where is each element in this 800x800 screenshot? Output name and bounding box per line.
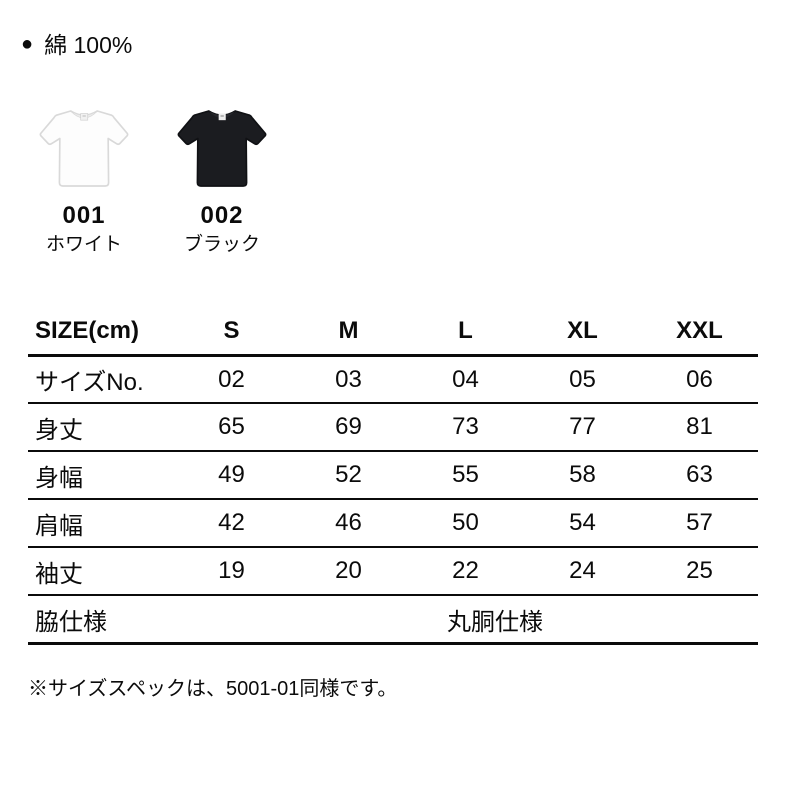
cell-value: 19 — [173, 547, 290, 597]
cell-value: 02 — [173, 355, 290, 405]
row-label: サイズNo. — [28, 355, 173, 405]
table-row-side-spec: 脇仕様 丸胴仕様 — [28, 595, 758, 645]
cell-value: 25 — [641, 547, 758, 597]
size-note: ※サイズスペックは、5001-01同様です。 — [28, 677, 398, 700]
table-row-sleeve-length: 袖丈 19 20 22 24 25 — [28, 547, 758, 597]
color-name: ホワイト — [45, 233, 122, 255]
color-code: 001 — [62, 202, 106, 229]
size-col-header-xxl: XXL — [641, 307, 758, 357]
cell-value: 42 — [173, 499, 290, 549]
table-row-size-no: サイズNo. 02 03 04 05 06 — [28, 355, 758, 405]
color-variant-white: 001 ホワイト — [24, 96, 144, 255]
cell-value: 20 — [290, 547, 407, 597]
material-note: ● 綿 100% — [21, 26, 800, 60]
cell-value: 04 — [407, 355, 524, 405]
tshirt-white-image — [39, 110, 129, 187]
size-table-title: SIZE(cm) — [28, 307, 173, 357]
color-code: 002 — [200, 202, 244, 229]
cell-value: 52 — [290, 451, 407, 501]
cell-value: 05 — [524, 355, 641, 405]
cell-value: 57 — [641, 499, 758, 549]
cell-value: 54 — [524, 499, 641, 549]
row-label: 袖丈 — [28, 547, 173, 597]
cell-value: 58 — [524, 451, 641, 501]
cell-value: 77 — [524, 403, 641, 453]
color-variants: 001 ホワイト 002 ブラック — [24, 96, 800, 255]
material-text: 綿 100% — [44, 32, 133, 58]
tshirt-black-image — [177, 110, 267, 187]
cell-value: 81 — [641, 403, 758, 453]
cell-value: 22 — [407, 547, 524, 597]
size-col-header-s: S — [173, 307, 290, 357]
cell-value: 50 — [407, 499, 524, 549]
cell-value: 73 — [407, 403, 524, 453]
table-row-body-length: 身丈 65 69 73 77 81 — [28, 403, 758, 453]
row-label: 身幅 — [28, 451, 173, 501]
color-name: ブラック — [183, 233, 260, 255]
size-col-header-xl: XL — [524, 307, 641, 357]
cell-value: 63 — [641, 451, 758, 501]
row-label: 身丈 — [28, 403, 173, 453]
row-label: 肩幅 — [28, 499, 173, 549]
row-label: 脇仕様 — [28, 595, 173, 645]
table-row-shoulder-width: 肩幅 42 46 50 54 57 — [28, 499, 758, 549]
cell-value: 49 — [173, 451, 290, 501]
table-row-body-width: 身幅 49 52 55 58 63 — [28, 451, 758, 501]
cell-value: 46 — [290, 499, 407, 549]
cell-value: 06 — [641, 355, 758, 405]
color-variant-black: 002 ブラック — [162, 96, 282, 255]
cell-value: 03 — [290, 355, 407, 405]
size-col-header-l: L — [407, 307, 524, 357]
side-spec-value: 丸胴仕様 — [173, 595, 758, 645]
cell-value: 24 — [524, 547, 641, 597]
cell-value: 55 — [407, 451, 524, 501]
bullet-icon: ● — [21, 33, 34, 55]
size-col-header-m: M — [290, 307, 407, 357]
cell-value: 65 — [173, 403, 290, 453]
cell-value: 69 — [290, 403, 407, 453]
size-spec-table: SIZE(cm) S M L XL XXL サイズNo. 02 03 04 05… — [28, 307, 758, 645]
size-table-header-row: SIZE(cm) S M L XL XXL — [28, 307, 758, 357]
